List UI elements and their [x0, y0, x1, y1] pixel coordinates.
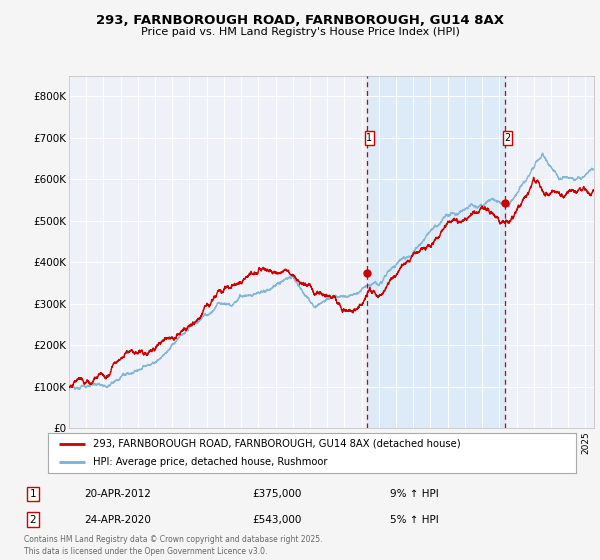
Text: 1: 1: [29, 489, 37, 499]
Text: HPI: Average price, detached house, Rushmoor: HPI: Average price, detached house, Rush…: [93, 458, 328, 467]
Bar: [367, 76, 505, 428]
Text: 20-APR-2012: 20-APR-2012: [84, 489, 151, 499]
Text: £543,000: £543,000: [252, 515, 301, 525]
Text: 9% ↑ HPI: 9% ↑ HPI: [390, 489, 439, 499]
Text: 2: 2: [29, 515, 37, 525]
Text: 24-APR-2020: 24-APR-2020: [84, 515, 151, 525]
Text: 293, FARNBOROUGH ROAD, FARNBOROUGH, GU14 8AX (detached house): 293, FARNBOROUGH ROAD, FARNBOROUGH, GU14…: [93, 439, 461, 449]
Text: 293, FARNBOROUGH ROAD, FARNBOROUGH, GU14 8AX: 293, FARNBOROUGH ROAD, FARNBOROUGH, GU14…: [96, 14, 504, 27]
Text: Contains HM Land Registry data © Crown copyright and database right 2025.
This d: Contains HM Land Registry data © Crown c…: [24, 535, 323, 556]
Text: 2: 2: [504, 133, 511, 143]
Text: Price paid vs. HM Land Registry's House Price Index (HPI): Price paid vs. HM Land Registry's House …: [140, 27, 460, 37]
Text: 1: 1: [367, 133, 373, 143]
Text: 5% ↑ HPI: 5% ↑ HPI: [390, 515, 439, 525]
Text: £375,000: £375,000: [252, 489, 301, 499]
